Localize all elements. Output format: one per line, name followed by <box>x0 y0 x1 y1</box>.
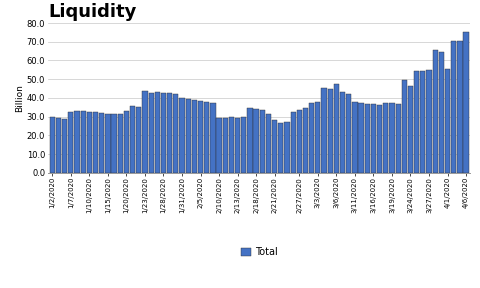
Bar <box>81 111 86 173</box>
Bar <box>247 108 252 173</box>
Bar <box>371 105 376 173</box>
Bar <box>352 102 358 173</box>
Bar <box>210 103 216 173</box>
Bar <box>383 103 388 173</box>
Bar <box>180 98 185 173</box>
Bar <box>223 118 228 173</box>
Bar <box>143 91 147 173</box>
Bar <box>124 111 129 173</box>
Bar <box>377 105 382 173</box>
Bar <box>297 110 302 173</box>
Bar <box>93 112 98 173</box>
Bar <box>457 41 463 173</box>
Bar <box>420 71 425 173</box>
Bar <box>118 114 123 173</box>
Bar <box>445 69 450 173</box>
Bar <box>309 103 314 173</box>
Bar <box>68 112 73 173</box>
Text: Liquidity: Liquidity <box>48 3 136 22</box>
Bar <box>327 88 333 173</box>
Bar <box>148 93 154 173</box>
Bar <box>173 94 179 173</box>
Bar <box>87 112 92 173</box>
Bar <box>136 107 142 173</box>
Bar <box>340 92 345 173</box>
Bar <box>74 111 80 173</box>
Bar <box>62 119 67 173</box>
Bar <box>464 32 468 173</box>
Bar <box>451 41 456 173</box>
Y-axis label: Billion: Billion <box>15 84 24 112</box>
Bar <box>396 103 401 173</box>
Bar <box>439 52 444 173</box>
Bar <box>272 120 277 173</box>
Bar <box>192 100 197 173</box>
Bar <box>322 88 327 173</box>
Bar <box>414 71 420 173</box>
Bar <box>346 94 351 173</box>
Bar <box>290 112 296 173</box>
Bar <box>204 102 209 173</box>
Bar <box>359 103 364 173</box>
Bar <box>260 110 265 173</box>
Bar <box>408 86 413 173</box>
Bar <box>111 114 117 173</box>
Bar <box>266 114 271 173</box>
Bar <box>186 99 191 173</box>
Bar <box>167 93 172 173</box>
Bar <box>198 101 203 173</box>
Bar <box>426 70 432 173</box>
Bar <box>50 117 55 173</box>
Bar <box>278 123 283 173</box>
Bar <box>155 92 160 173</box>
Bar <box>161 93 166 173</box>
Bar <box>241 117 246 173</box>
Bar <box>56 118 61 173</box>
Bar <box>130 106 135 173</box>
Bar <box>315 102 321 173</box>
Bar <box>253 109 259 173</box>
Bar <box>432 50 438 173</box>
Bar <box>365 105 370 173</box>
Bar <box>284 122 289 173</box>
Legend: Total: Total <box>237 243 281 261</box>
Bar <box>303 108 308 173</box>
Bar <box>216 118 222 173</box>
Bar <box>389 103 395 173</box>
Bar <box>402 80 407 173</box>
Bar <box>229 117 234 173</box>
Bar <box>235 118 240 173</box>
Bar <box>105 114 110 173</box>
Bar <box>99 113 104 173</box>
Bar <box>334 84 339 173</box>
